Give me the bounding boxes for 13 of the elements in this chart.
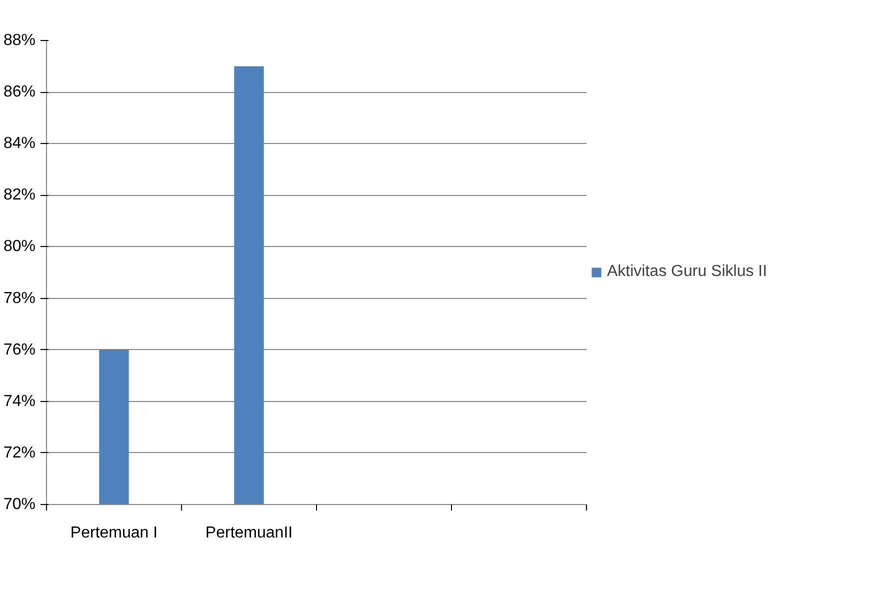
y-tick-label: 86% — [3, 84, 36, 101]
y-tick-label: 72% — [3, 444, 36, 462]
y-tick-label: 80% — [3, 238, 36, 256]
y-tick-label: 84% — [3, 135, 36, 152]
y-tick-label: 74% — [3, 392, 36, 410]
y-tick-label: 88% — [3, 32, 36, 49]
y-tick-label: 70% — [3, 496, 36, 513]
x-tick-label: PertemuanII — [205, 524, 293, 542]
y-tick-label: 76% — [3, 341, 36, 358]
y-tick-label: 78% — [3, 290, 36, 307]
y-tick-label: 82% — [3, 186, 36, 204]
legend-label: Aktivitas Guru Siklus II — [607, 263, 768, 281]
x-tick-label: Pertemuan I — [70, 524, 158, 542]
